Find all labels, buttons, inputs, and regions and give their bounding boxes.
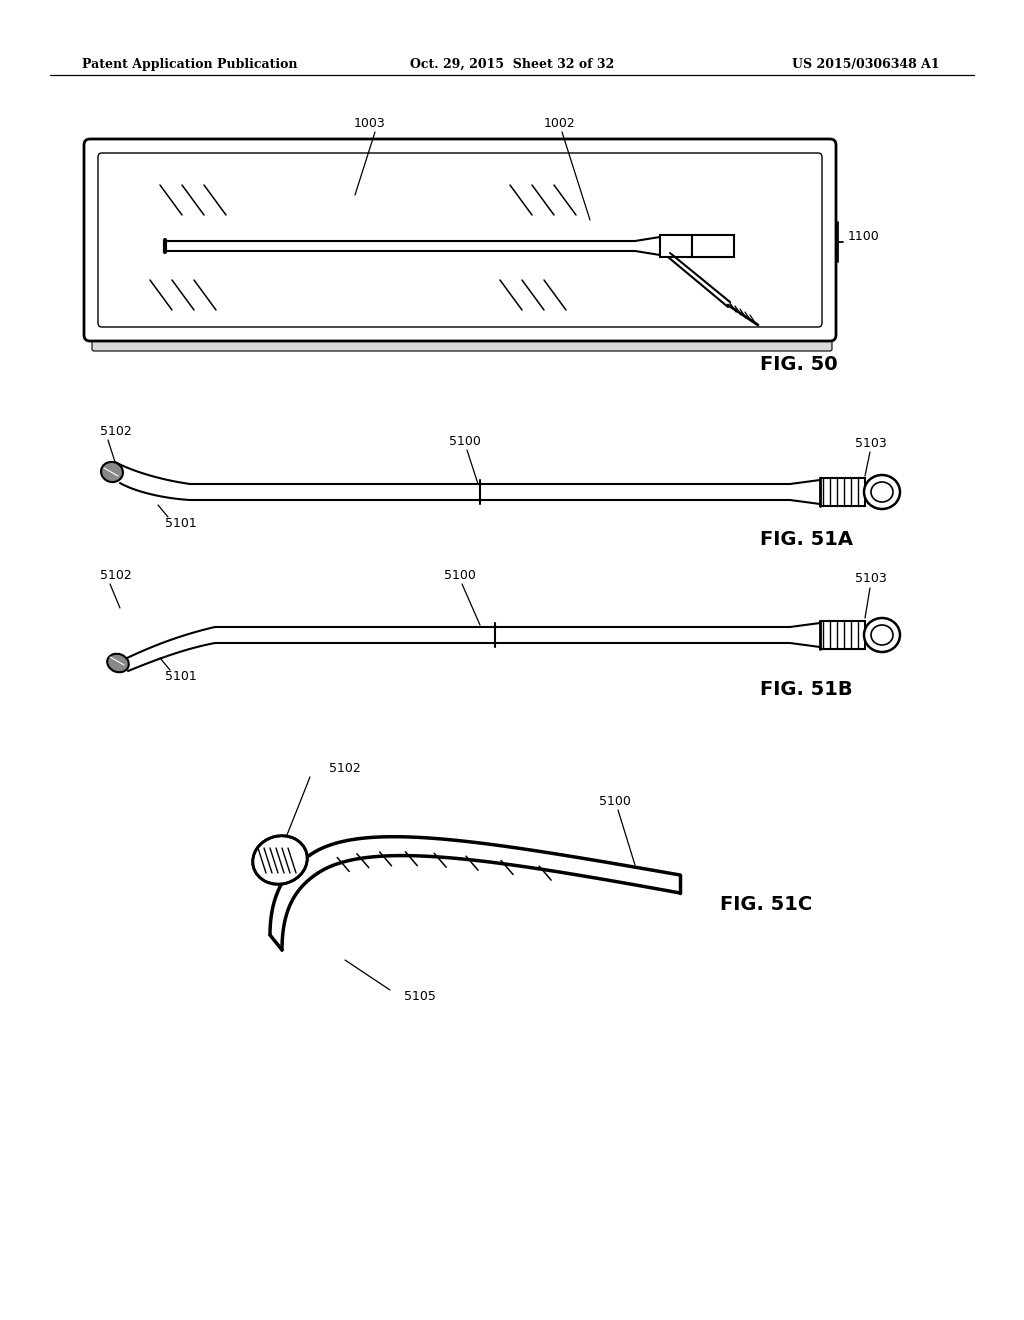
Text: 5100: 5100	[444, 569, 476, 582]
Bar	[660, 235, 692, 257]
Text: 1100: 1100	[848, 231, 880, 243]
Text: Oct. 29, 2015  Sheet 32 of 32: Oct. 29, 2015 Sheet 32 of 32	[410, 58, 614, 71]
FancyBboxPatch shape	[84, 139, 836, 341]
Text: 1003: 1003	[354, 117, 386, 129]
Ellipse shape	[253, 836, 307, 884]
Text: FIG. 51A: FIG. 51A	[760, 531, 853, 549]
Text: 5102: 5102	[100, 425, 132, 438]
Text: 5102: 5102	[329, 762, 360, 775]
Text: 5103: 5103	[855, 572, 887, 585]
Ellipse shape	[864, 618, 900, 652]
Text: 5103: 5103	[855, 437, 887, 450]
Text: 5101: 5101	[165, 517, 197, 531]
Text: 5100: 5100	[450, 436, 481, 447]
Text: 5100: 5100	[599, 795, 631, 808]
Text: 5102: 5102	[100, 569, 132, 582]
Ellipse shape	[871, 482, 893, 502]
Bar	[692, 235, 734, 257]
FancyBboxPatch shape	[98, 153, 822, 327]
Text: FIG. 50: FIG. 50	[760, 355, 838, 374]
Text: 1002: 1002	[544, 117, 575, 129]
Text: FIG. 51B: FIG. 51B	[760, 680, 853, 700]
Text: 5105: 5105	[404, 990, 436, 1003]
Text: FIG. 51C: FIG. 51C	[720, 895, 812, 913]
Ellipse shape	[108, 653, 129, 672]
Text: Patent Application Publication: Patent Application Publication	[82, 58, 298, 71]
Ellipse shape	[871, 624, 893, 645]
Ellipse shape	[864, 475, 900, 510]
FancyBboxPatch shape	[92, 333, 831, 351]
Text: 5101: 5101	[165, 671, 197, 682]
Ellipse shape	[101, 462, 123, 482]
Text: US 2015/0306348 A1: US 2015/0306348 A1	[793, 58, 940, 71]
